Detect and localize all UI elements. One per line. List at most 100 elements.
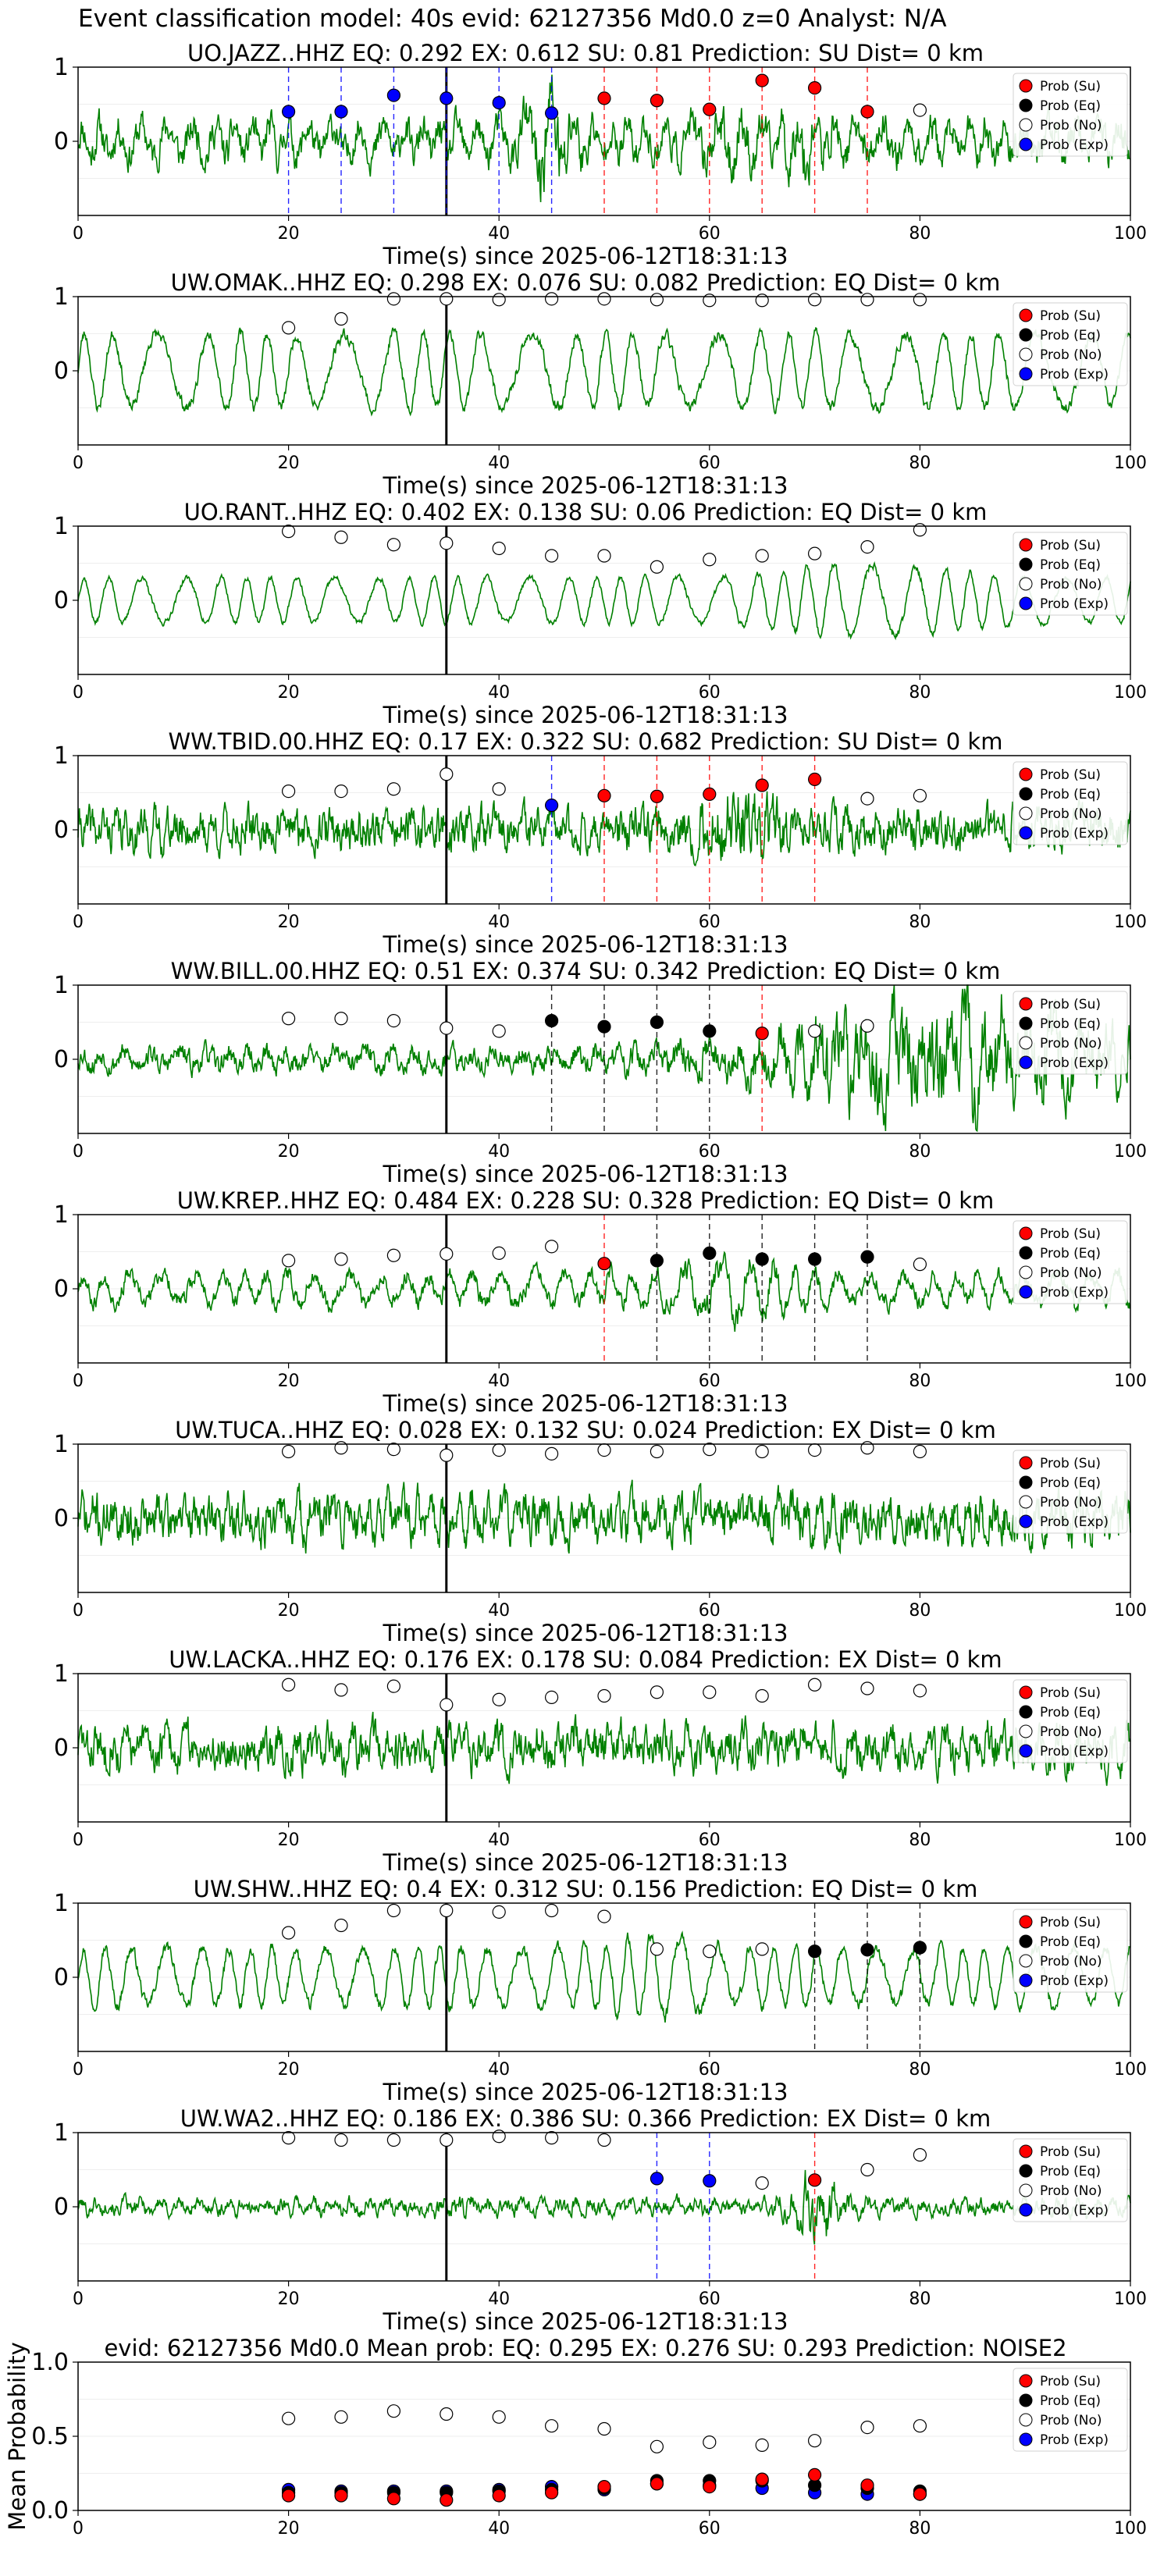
mean-prob-point-su: [440, 2493, 454, 2507]
prob-point-exp: [703, 2174, 717, 2188]
prob-point-no: [650, 560, 664, 574]
y-tick-label: 1: [54, 1660, 69, 1688]
legend-label-eq: Prob (Eq): [1040, 2164, 1101, 2179]
x-tick-label: 20: [278, 2060, 300, 2080]
legend-marker-no: [1019, 577, 1033, 591]
legend-box: [1013, 991, 1128, 1075]
legend-label-exp: Prob (Exp): [1040, 137, 1109, 153]
prob-point-su: [807, 772, 822, 787]
waveform-trace: [77, 1930, 1131, 2023]
x-tick-label: 60: [699, 1372, 721, 1391]
prob-point-no: [755, 1444, 769, 1459]
prob-point-no: [492, 1443, 506, 1457]
legend-marker-no: [1019, 2183, 1033, 2197]
legend-marker-exp: [1019, 137, 1033, 151]
x-tick-label: 100: [1114, 454, 1147, 473]
x-tick-label: 0: [73, 1142, 84, 1162]
legend-label-eq: Prob (Eq): [1040, 1475, 1101, 1491]
prob-point-no: [440, 2133, 454, 2147]
y-tick-label: 0: [54, 1735, 69, 1762]
mean-prob-point-no: [282, 2411, 296, 2425]
prob-point-no: [650, 1444, 664, 1459]
prob-point-no: [544, 292, 559, 306]
x-tick-label: 100: [1114, 224, 1147, 244]
legend-marker-eq: [1019, 328, 1033, 342]
y-tick-label: 1: [54, 54, 69, 81]
y-tick-label: 0: [54, 358, 69, 385]
prob-point-no: [492, 1905, 506, 1919]
prob-point-no: [334, 2133, 348, 2147]
legend-marker-su: [1019, 997, 1033, 1011]
x-tick-label: 0: [73, 1601, 84, 1621]
panel-title: UW.WA2..HHZ EQ: 0.186 EX: 0.386 SU: 0.36…: [180, 2105, 991, 2132]
x-tick-label: 0: [73, 1372, 84, 1391]
legend-label-exp: Prob (Exp): [1040, 1055, 1109, 1071]
legend-label-su: Prob (Su): [1040, 1685, 1101, 1701]
legend-marker-su: [1019, 1456, 1033, 1470]
legend-label-no: Prob (No): [1040, 1265, 1102, 1281]
legend-marker-exp: [1019, 1285, 1033, 1299]
prob-point-eq: [703, 1024, 717, 1038]
legend-label-no: Prob (No): [1040, 1724, 1102, 1740]
waveform-trace: [77, 1479, 1131, 1555]
legend-label-su: Prob (Su): [1040, 79, 1101, 94]
panel-title: UW.SHW..HHZ EQ: 0.4 EX: 0.312 SU: 0.156 …: [194, 1876, 978, 1902]
legend-marker-no: [1019, 2413, 1033, 2427]
prob-point-no: [440, 536, 454, 550]
prob-point-no: [860, 293, 874, 307]
x-axis-label: Time(s) since 2025-06-12T18:31:13: [383, 1620, 788, 1646]
legend-box: [1013, 1220, 1128, 1304]
prob-point-no: [860, 2162, 874, 2177]
legend-label-eq: Prob (Eq): [1040, 787, 1101, 802]
panel-title: WW.TBID.00.HHZ EQ: 0.17 EX: 0.322 SU: 0.…: [169, 728, 1003, 755]
legend-label-su: Prob (Su): [1040, 538, 1101, 553]
mean-prob-point-no: [755, 2438, 769, 2452]
legend-box: [1013, 1909, 1128, 1993]
legend-marker-no: [1019, 1724, 1033, 1738]
legend-marker-eq: [1019, 1246, 1033, 1260]
prob-point-exp: [386, 88, 400, 102]
legend-label-su: Prob (Su): [1040, 308, 1101, 324]
prob-point-no: [440, 1021, 454, 1035]
prob-point-su: [755, 73, 769, 87]
legend-label-eq: Prob (Eq): [1040, 557, 1101, 573]
legend-marker-su: [1019, 308, 1033, 322]
legend-marker-eq: [1019, 1475, 1033, 1489]
mean-prob-point-su: [492, 2489, 506, 2503]
x-tick-label: 80: [909, 1601, 931, 1621]
mean-prob-point-no: [440, 2407, 454, 2421]
prob-point-no: [755, 1942, 769, 1956]
x-tick-label: 100: [1114, 2060, 1147, 2080]
legend-marker-eq: [1019, 1705, 1033, 1719]
prob-point-no: [807, 1443, 822, 1457]
y-tick-label: 0.5: [31, 2423, 69, 2450]
prob-point-eq: [650, 1015, 664, 1030]
x-tick-label: 60: [699, 683, 721, 703]
prob-point-no: [860, 1681, 874, 1695]
prob-point-eq: [650, 1254, 664, 1268]
x-tick-label: 100: [1114, 2519, 1147, 2539]
y-tick-label: 1: [54, 972, 69, 999]
prob-point-eq: [807, 1252, 822, 1266]
x-tick-label: 40: [488, 454, 510, 473]
mean-prob-point-su: [807, 2467, 822, 2482]
panel-10: UW.WA2..HHZ EQ: 0.186 EX: 0.386 SU: 0.36…: [54, 2105, 1147, 2335]
y-tick-label: 0: [54, 1964, 69, 1991]
prob-point-no: [544, 1446, 559, 1461]
panel-6: UW.KREP..HHZ EQ: 0.484 EX: 0.228 SU: 0.3…: [54, 1187, 1147, 1417]
y-tick-label: 1: [54, 1201, 69, 1229]
legend-label-exp: Prob (Exp): [1040, 1285, 1109, 1300]
mean-prob-point-no: [492, 2410, 506, 2424]
y-tick-label: 1: [54, 1890, 69, 1917]
prob-point-su: [597, 788, 611, 802]
prob-point-su: [860, 105, 874, 119]
legend-label-su: Prob (Su): [1040, 2144, 1101, 2160]
prob-point-no: [386, 1679, 400, 1693]
y-tick-label: 0: [54, 1505, 69, 1532]
prob-point-no: [597, 1688, 611, 1703]
prob-point-no: [492, 1246, 506, 1261]
prob-point-no: [386, 1248, 400, 1262]
x-tick-label: 40: [488, 2290, 510, 2309]
panel-2: UW.OMAK..HHZ EQ: 0.298 EX: 0.076 SU: 0.0…: [54, 269, 1147, 499]
legend-label-no: Prob (No): [1040, 1954, 1102, 1969]
